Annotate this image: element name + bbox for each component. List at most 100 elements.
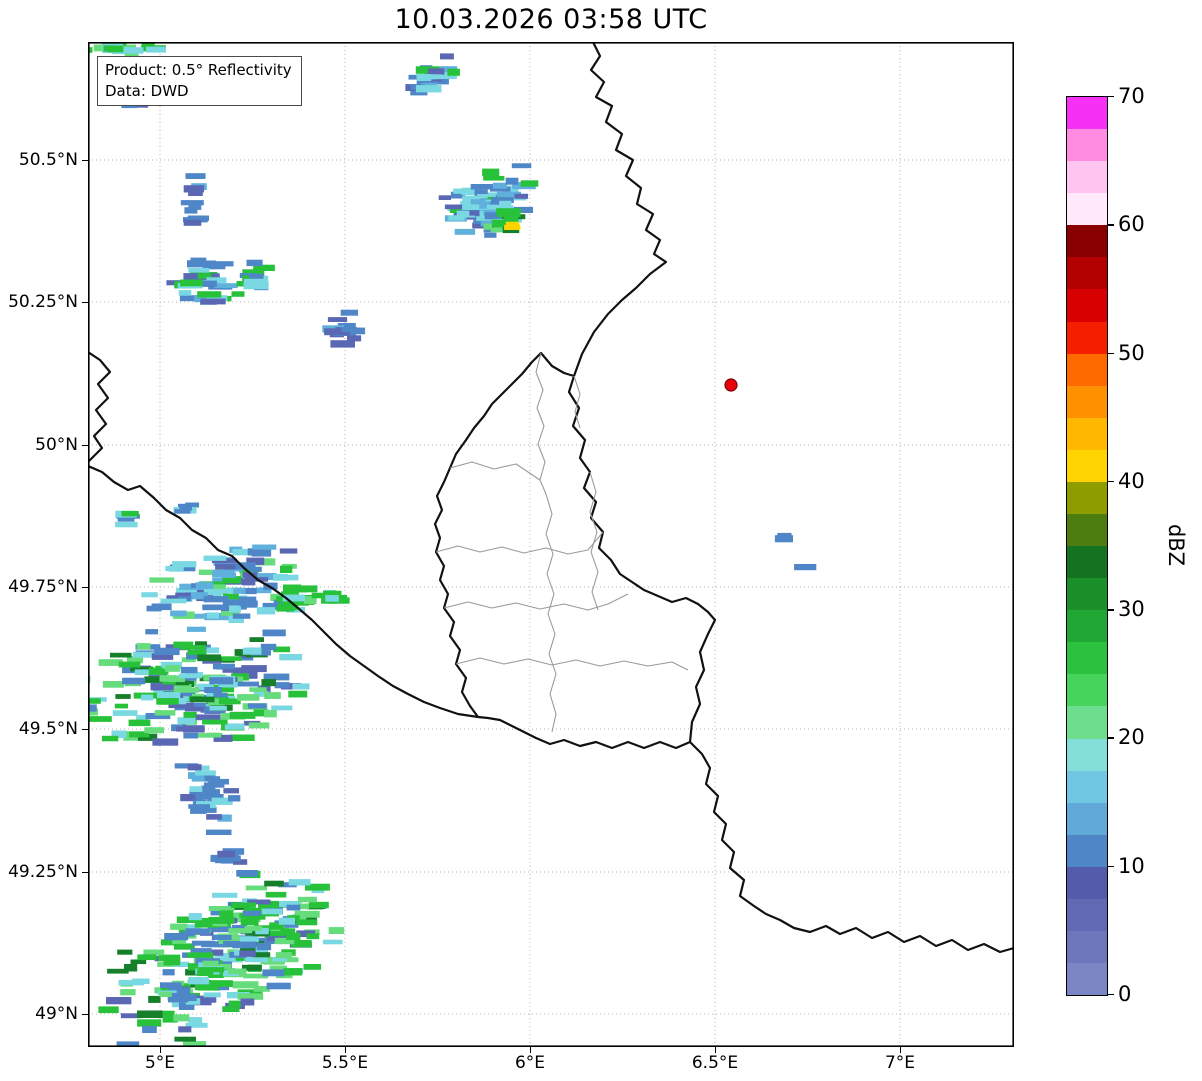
radar-echo-cell [200,260,217,266]
radar-echo-cell [462,204,487,210]
radar-echo-cell [106,997,132,1005]
radar-echo-cell [173,641,194,649]
x-tick-label: 7°E [884,1053,916,1073]
radar-echo-cell [449,206,470,213]
radar-echo-cell [236,870,258,877]
radar-echo-cell [136,714,149,722]
radar-echo-cell [116,1041,140,1047]
radar-echo-cell [195,770,216,776]
radar-echo-cell [213,560,237,566]
radar-echo-cell [252,952,271,958]
country-borders [88,42,1014,954]
radar-echo-cell [168,996,189,1003]
x-tick-mark [345,1047,347,1053]
radar-echo-cell [88,47,93,53]
radar-echo-cell [146,46,166,53]
radar-echo-cell [186,626,206,632]
radar-echo-cell [219,910,234,918]
radar-echo-cell [275,952,293,959]
radar-echo-cell [173,1014,190,1022]
radar-echo-cell [239,950,256,957]
y-tick-mark [82,302,88,304]
radar-echo-cell [188,268,210,273]
radar-echo-cell [163,958,181,966]
radar-echo-cell [212,663,235,670]
radar-echo-cell [203,992,221,998]
radar-echo-cell [185,1022,208,1028]
radar-echo-cell [128,719,151,727]
radar-echo-cell [448,215,465,221]
radar-echo-cell [247,548,272,556]
radar-echo-cell [253,264,275,271]
radar-echo-cell [292,683,310,690]
radar-echo-cell [202,960,219,967]
radar-echo-cell [179,583,199,590]
radar-echo-cell [190,696,215,703]
radar-echo-cell [197,683,215,691]
radar-echo-cell [222,576,241,584]
colorbar-segment [1067,257,1107,290]
radar-echo-cell [221,572,237,578]
radar-echo-cell [204,949,224,956]
x-tick-mark [160,1047,162,1053]
radar-echo-cell [274,682,290,689]
radar-echo-cell [190,257,207,265]
radar-echo-cell [168,702,194,709]
colorbar-tick-label: 20 [1118,725,1145,750]
radar-echo-cell [210,584,226,589]
y-tick-mark [82,729,88,731]
radar-echo-cell [120,47,144,54]
radar-echo-cell [160,982,182,989]
radar-echo-cell [278,602,298,611]
radar-echo-cell [264,710,277,718]
x-tick-label: 6.5°E [691,1053,739,1073]
radar-echo-cell [122,677,146,685]
colorbar-segment [1067,898,1107,932]
radar-echo-cell [185,592,208,600]
radar-echo-cell [184,207,198,214]
radar-echo-cell [198,280,217,287]
radar-echo-cell [190,806,207,814]
radar-echo-cell [470,184,496,190]
radar-echo-cell [503,215,519,223]
radar-echo-cell [188,913,202,921]
radar-echo-cell [247,703,267,709]
radar-echo-cell [179,295,205,302]
radar-echo-cell [243,284,269,290]
radar-echo-cell [285,932,301,940]
radar-echo-cell [239,600,258,607]
radar-echo-cell [185,969,199,976]
canton-line [443,593,629,611]
canton-line [535,352,547,495]
radar-echo-cell [288,690,308,698]
radar-echo-cell [206,732,222,738]
map-plot-area: Product: 0.5° Reflectivity Data: DWD [88,42,1014,1047]
radar-echo-cell [207,926,232,933]
radar-echo-cell [191,776,211,782]
radar-echo-cell [281,900,298,907]
radar-echo-cell [514,193,529,199]
border-france-germany [688,740,1014,954]
radar-echo-cell [180,279,203,287]
radar-echo-cell [173,943,195,950]
radar-echo-cell [330,340,355,348]
radar-echo-cell [262,602,286,610]
colorbar-segment [1067,963,1107,996]
radar-echo-cell [144,727,164,734]
radar-echo-cell [197,969,214,977]
radar-echo-cell [258,900,279,909]
radar-echo-cell [188,804,210,809]
radar-echo-cell [228,968,247,975]
radar-echo-cell [162,969,175,976]
y-tick-mark [82,872,88,874]
y-tick-label: 49°N [35,1004,78,1024]
border-germany-belgium [572,42,668,378]
station-marker-layer [724,378,738,392]
radar-echo-cell [170,923,188,930]
radar-echo-cell [203,596,229,603]
radar-echo-cell [282,594,306,602]
radar-echo-cell [440,53,454,60]
colorbar-segment [1067,385,1107,418]
radar-echo-cell [236,596,257,602]
radar-echo-cell [177,717,195,724]
